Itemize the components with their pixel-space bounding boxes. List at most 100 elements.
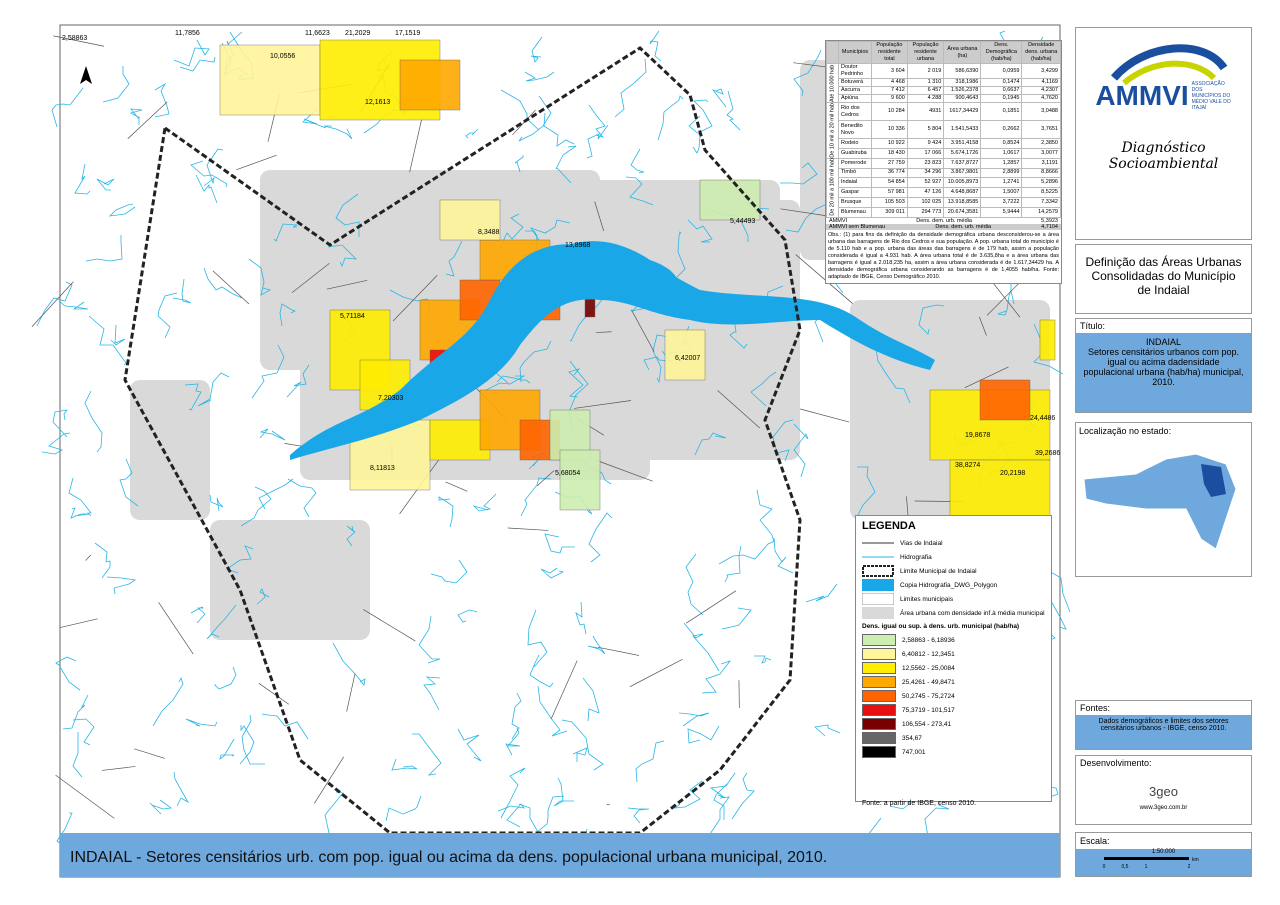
stream [713,783,728,820]
stream [530,36,543,63]
cell: 3,1191 [1021,157,1061,169]
legend-class: 6,40812 - 12,3451 [862,647,1051,661]
cell: 0,0959 [980,63,1023,79]
location-panel: Localização no estado: [1075,422,1252,577]
legend-source: Fonte: a partir de IBGE, censo 2010. [862,800,977,807]
scale-tick: 1 [1145,864,1148,870]
scale-tick: 2 [1188,864,1191,870]
stream [553,777,574,807]
map-label: 13,8968 [565,242,590,249]
stream [518,95,552,142]
name-cell: Pomerode [837,157,873,169]
road [134,748,165,759]
legend-class: 747,001 [862,745,1051,759]
map-label: 6,42007 [675,355,700,362]
legend-swatch [862,746,896,758]
stream [323,125,353,140]
stream [172,278,192,304]
cell: 4 288 [906,94,945,103]
stream [273,223,299,242]
legend-symbol [862,565,894,577]
legend-symbol [862,607,894,619]
cell: 52 927 [906,177,945,189]
road [536,470,555,487]
stream [500,767,526,819]
stream [793,423,809,478]
map-label: 11,7856 [175,30,200,37]
census-sectors [219,39,1056,521]
stream [694,432,727,456]
stream [209,494,224,512]
stream [627,807,650,824]
stream [685,553,704,616]
road [717,390,760,429]
cell: 9 600 [871,94,908,103]
name-cell: Indaial [837,177,873,189]
stream [72,718,95,746]
table-row: Benedito Novo 10 336 5 804 1.541,5433 0,2662… [827,120,1061,140]
stream [726,90,741,131]
name-cell: Brusque [837,196,873,208]
legend-class-label: 75,3719 - 101,517 [902,706,955,714]
stream [465,128,479,139]
stream [687,725,720,744]
stream [497,803,525,828]
cell: 2 019 [906,63,945,79]
cell: 5.674,1726 [943,148,982,159]
stream [527,609,548,668]
header-cell: População residente urbana [906,41,945,64]
cell: 6 457 [906,86,945,95]
stream [239,725,255,765]
legend-label: Limites municipais [900,595,954,603]
road [59,618,98,629]
legend-item: Vias de Indaial [862,536,1051,550]
scale-text: 1:50.000 [1151,849,1176,855]
cell: 4,7620 [1021,94,1061,103]
cell: 54 854 [871,177,908,189]
cell: 5,9444 [980,206,1023,218]
table-row: Apiúna 9 600 4 288 900,4643 0,1945 4,7620 [827,94,1061,103]
loc-label: Localização no estado: [1079,426,1172,436]
table-note: Obs.: (1) para fins da definição da dens… [828,231,1059,280]
map-label: 12,1613 [365,99,390,106]
legend-swatch [862,634,896,646]
stream [423,676,441,711]
stream [258,478,294,510]
stream [754,655,772,664]
stream [302,108,327,129]
dev-url: www.3geo.com.br [1139,805,1188,811]
cell: 102 025 [906,196,945,208]
sources-panel: Fontes: Dados demográficos e limites dos… [1075,700,1252,750]
map-label: 5,68054 [555,470,580,477]
legend-class-label: 106,554 - 273,41 [902,720,952,728]
legend-swatch [862,648,896,660]
stream [500,89,540,131]
stream [261,713,309,740]
table-row: Guabiruba 18 430 17 066 5.674,1726 1,0617 3,0… [827,148,1061,159]
map-label: 2,58863 [62,35,87,42]
stream [537,685,568,737]
cell: 10 922 [871,138,908,150]
logo-sub: ASSOCIAÇÃO DOS MUNICÍPIOS DO MÉDIO VALE … [1191,81,1231,111]
table-summary: AMMVI Dens. dem. urb. média 5,3923 AMMVI se… [826,217,1061,230]
cell: 10 284 [871,101,908,122]
stream [190,606,206,624]
stream [279,303,297,327]
road [507,527,549,531]
cell: 36 774 [871,167,908,179]
stream [52,409,68,438]
name-cell: Rodeio [837,138,873,150]
cell: 57 981 [871,187,908,198]
cell: 318,1986 [943,78,982,87]
stream [511,692,522,740]
group-header [826,41,839,64]
cell: 1617,34429 [943,101,982,122]
stream [587,635,606,655]
heading: Definição das Áreas Urbanas Consolidadas… [1085,255,1242,297]
legend: LEGENDA Vias de Indaial Hidrografia Limite… [855,515,1052,802]
cell: 1,2741 [980,177,1023,189]
stream [586,124,609,159]
road [595,459,653,482]
legend-class: 106,554 - 273,41 [862,717,1051,731]
cell: 34 296 [906,167,945,179]
